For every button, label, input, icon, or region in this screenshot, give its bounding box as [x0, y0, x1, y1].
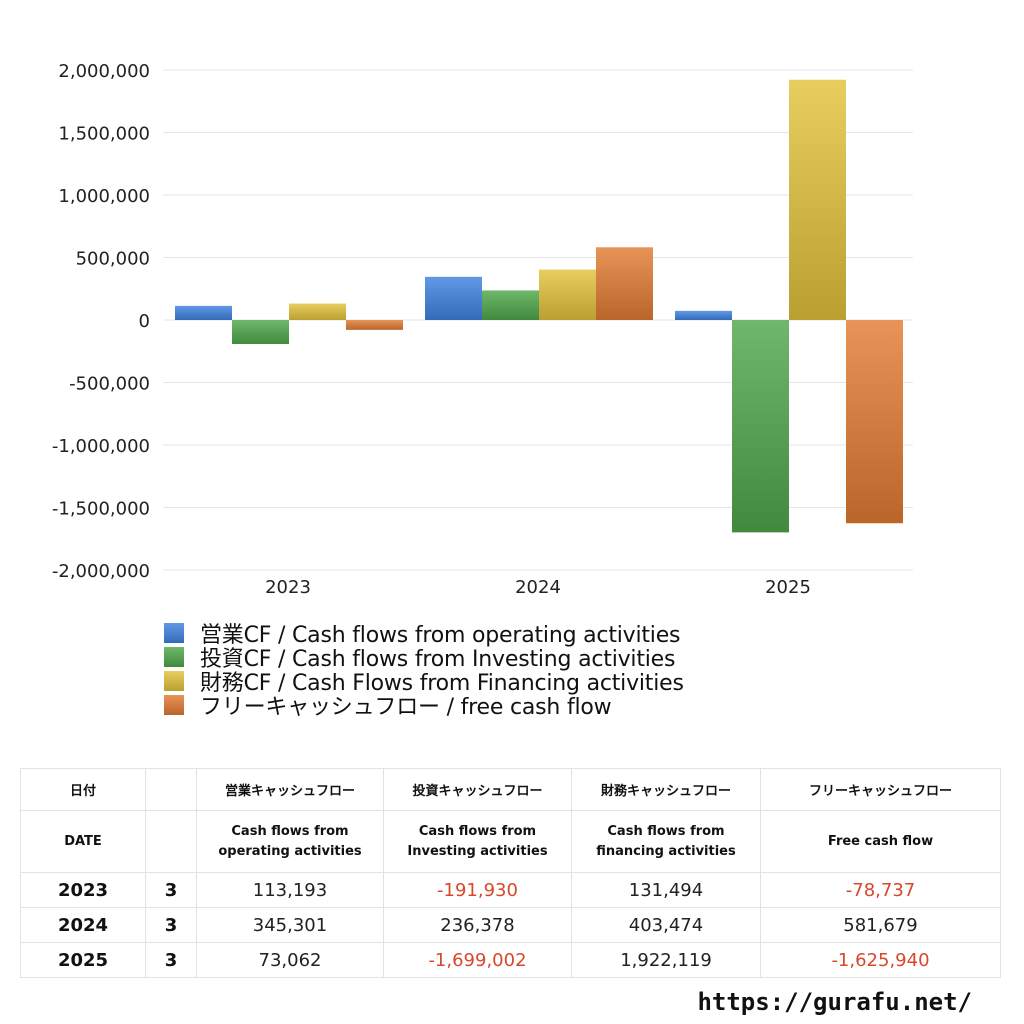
row-value: -191,930 — [383, 872, 572, 908]
row-month: 3 — [145, 907, 197, 943]
header-date-jp: 日付 — [20, 768, 146, 811]
bar-2023-series-3 — [289, 303, 346, 320]
x-tick-label: 2025 — [765, 577, 811, 598]
row-value: -78,737 — [760, 872, 1001, 908]
header-operating-jp: 営業キャッシュフロー — [196, 768, 384, 811]
header-financing-en: Cash flows from financing activities — [571, 810, 761, 873]
row-month: 3 — [145, 942, 197, 978]
legend-item: フリーキャッシュフロー / free cash flow — [164, 693, 684, 720]
chart-legend: 営業CF / Cash flows from operating activit… — [164, 621, 684, 720]
y-tick-label: 2,000,000 — [58, 61, 150, 82]
row-year: 2024 — [20, 907, 146, 943]
header-operating-en: Cash flows from operating activities — [196, 810, 384, 873]
y-tick-label: 1,000,000 — [58, 186, 150, 207]
legend-label: 営業CF / Cash flows from operating activit… — [200, 623, 681, 648]
table-row: 2025 3 73,062 -1,699,002 1,922,119 -1,625,940 — [20, 942, 1001, 978]
bar-2024-series-4 — [596, 247, 653, 320]
row-value: -1,625,940 — [760, 942, 1001, 978]
header-blank-en — [145, 810, 197, 873]
legend-label: フリーキャッシュフロー / free cash flow — [200, 695, 612, 720]
y-tick-label: 0 — [139, 311, 150, 332]
bar-2023-series-4 — [346, 320, 403, 330]
row-year: 2025 — [20, 942, 146, 978]
bar-2025-series-4 — [846, 320, 903, 524]
legend-item: 投資CF / Cash flows from Investing activit… — [164, 645, 684, 672]
y-tick-label: -1,500,000 — [52, 499, 150, 520]
row-year: 2023 — [20, 872, 146, 908]
y-tick-label: 500,000 — [76, 249, 150, 270]
row-value: 113,193 — [196, 872, 384, 908]
header-investing-en: Cash flows from Investing activities — [383, 810, 572, 873]
header-line: operating activities — [218, 843, 362, 859]
header-free-cf-en: Free cash flow — [760, 810, 1001, 873]
header-free-cf-jp: フリーキャッシュフロー — [760, 768, 1001, 811]
header-line: Cash flows from — [231, 823, 349, 839]
row-value: 581,679 — [760, 907, 1001, 943]
row-value: 1,922,119 — [571, 942, 761, 978]
row-value: -1,699,002 — [383, 942, 572, 978]
legend-swatch — [164, 695, 184, 715]
row-month: 3 — [145, 872, 197, 908]
header-blank — [145, 768, 197, 811]
bar-2024-series-1 — [425, 276, 482, 320]
legend-swatch — [164, 647, 184, 667]
header-line: Investing activities — [407, 843, 548, 859]
table-header-jp: 日付 営業キャッシュフロー 投資キャッシュフロー 財務キャッシュフロー フリーキ… — [20, 768, 1001, 811]
y-tick-label: -2,000,000 — [52, 561, 150, 582]
header-line: Cash flows from — [607, 823, 725, 839]
legend-swatch — [164, 671, 184, 691]
table-row: 2023 3 113,193 -191,930 131,494 -78,737 — [20, 872, 1001, 908]
header-line: Cash flows from — [418, 823, 537, 839]
legend-item: 営業CF / Cash flows from operating activit… — [164, 621, 684, 648]
site-url: https://gurafu.net/ — [697, 988, 972, 1016]
header-line: Free cash flow — [827, 833, 934, 849]
header-date-en: DATE — [20, 810, 146, 873]
legend-label: 財務CF / Cash Flows from Financing activit… — [200, 671, 684, 696]
bar-2023-series-1 — [175, 305, 232, 320]
legend-swatch — [164, 623, 184, 643]
x-tick-label: 2023 — [265, 577, 311, 598]
legend-item: 財務CF / Cash Flows from Financing activit… — [164, 669, 684, 696]
header-investing-jp: 投資キャッシュフロー — [383, 768, 572, 811]
y-tick-label: 1,500,000 — [58, 124, 150, 145]
y-tick-label: -1,000,000 — [52, 436, 150, 457]
row-value: 131,494 — [571, 872, 761, 908]
header-financing-jp: 財務キャッシュフロー — [571, 768, 761, 811]
row-value: 345,301 — [196, 907, 384, 943]
row-value: 236,378 — [383, 907, 572, 943]
bar-2024-series-3 — [539, 269, 596, 320]
bar-2025-series-3 — [789, 79, 846, 320]
table-header-en: DATE Cash flows from operating activities… — [20, 810, 1001, 873]
legend-label: 投資CF / Cash flows from Investing activit… — [200, 647, 676, 672]
cash-flow-table: 日付 営業キャッシュフロー 投資キャッシュフロー 財務キャッシュフロー フリーキ… — [20, 768, 1001, 978]
table-row: 2024 3 345,301 236,378 403,474 581,679 — [20, 907, 1001, 943]
header-line: DATE — [64, 833, 102, 849]
y-tick-label: -500,000 — [69, 374, 150, 395]
bar-2025-series-2 — [732, 320, 789, 533]
bar-2024-series-2 — [482, 290, 539, 320]
bar-2023-series-2 — [232, 320, 289, 344]
row-value: 73,062 — [196, 942, 384, 978]
cash-flow-bar-chart: 2,000,000 1,500,000 1,000,000 500,000 0 -500,… — [52, 61, 913, 598]
x-tick-label: 2024 — [515, 577, 561, 598]
bar-2025-series-1 — [675, 310, 732, 320]
row-value: 403,474 — [571, 907, 761, 943]
header-line: financing activities — [596, 843, 736, 859]
